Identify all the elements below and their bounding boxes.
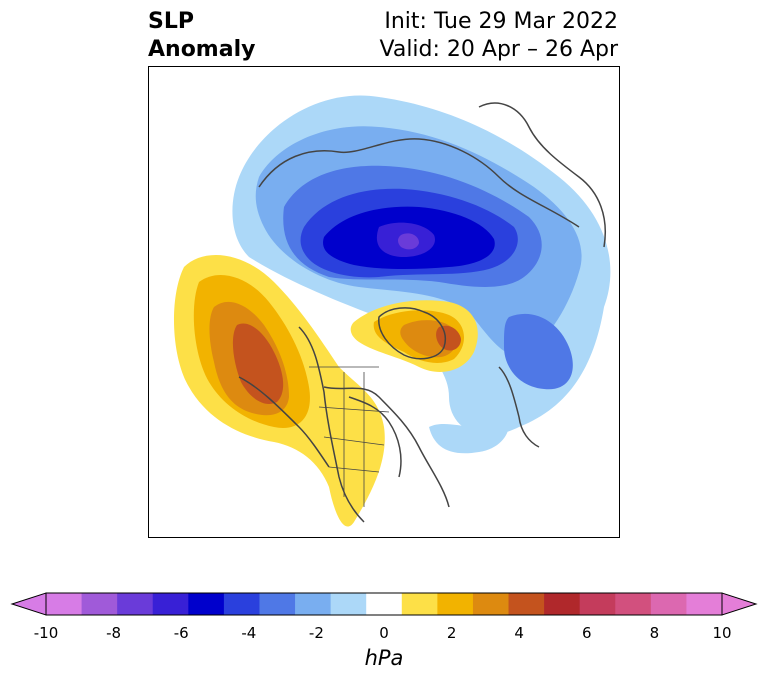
colorbar-max-arrow [721, 592, 758, 616]
neg-anomaly-atlantic [504, 313, 573, 390]
colorbar-tick-label: 4 [514, 624, 524, 642]
neg-anomaly-light-atlantic [429, 415, 509, 454]
coastlines [238, 102, 606, 523]
colorbar-segment [330, 593, 367, 615]
colorbar-segment [615, 593, 652, 615]
greenland-pos-core [436, 325, 461, 351]
colorbar-segment [117, 593, 154, 615]
colorbar-svg [10, 592, 758, 616]
title-line-1: SLP [148, 9, 194, 34]
colorbar-segment [81, 593, 118, 615]
colorbar-tick-label: 6 [582, 624, 592, 642]
map-title: SLP Anomaly [148, 8, 255, 64]
colorbar-segment [472, 593, 510, 615]
map-canvas [173, 95, 611, 527]
title-line-2: Anomaly [148, 37, 256, 62]
colorbar-tick-label: 10 [712, 624, 732, 642]
colorbar-tick-label: -8 [106, 624, 122, 642]
colorbar-segment [508, 593, 545, 615]
colorbar-segment [401, 593, 438, 615]
colorbar-segment [46, 593, 83, 615]
anomaly-map [148, 66, 620, 538]
colorbar-tick-label: -4 [241, 624, 257, 642]
neg-anomaly-peak [398, 233, 419, 250]
colorbar-segment [295, 593, 332, 615]
colorbar-tick-label: -6 [173, 624, 189, 642]
colorbar-segment [437, 593, 474, 615]
colorbar-outline [45, 592, 723, 616]
colorbar-segment [650, 593, 687, 615]
colorbar [0, 588, 768, 628]
colorbar-tick-label: 0 [379, 624, 389, 642]
date-info: Init: Tue 29 Mar 2022 Valid: 20 Apr – 26… [380, 8, 619, 64]
colorbar-tick-label: -2 [308, 624, 324, 642]
colorbar-tick-label: -10 [33, 624, 59, 642]
colorbar-segment [223, 593, 260, 615]
borders [309, 366, 390, 507]
colorbar-min-arrow [10, 592, 47, 616]
colorbar-tick-label: 8 [649, 624, 660, 642]
colorbar-segment [366, 593, 403, 615]
colorbar-segment [188, 593, 225, 615]
valid-date: Valid: 20 Apr – 26 Apr [379, 37, 619, 62]
colorbar-ticks: -10 -8 -6 -4 -2 0 2 4 6 8 10 [0, 624, 768, 644]
colorbar-tick-label: 2 [446, 624, 457, 642]
colorbar-segment [686, 593, 723, 615]
colorbar-segment [152, 593, 189, 615]
colorbar-segment [259, 593, 296, 615]
init-date: Init: Tue 29 Mar 2022 [384, 9, 618, 34]
colorbar-units: hPa [364, 646, 404, 670]
colorbar-segment [544, 593, 581, 615]
pos-anomaly-core [232, 323, 284, 405]
colorbar-segment [579, 593, 616, 615]
